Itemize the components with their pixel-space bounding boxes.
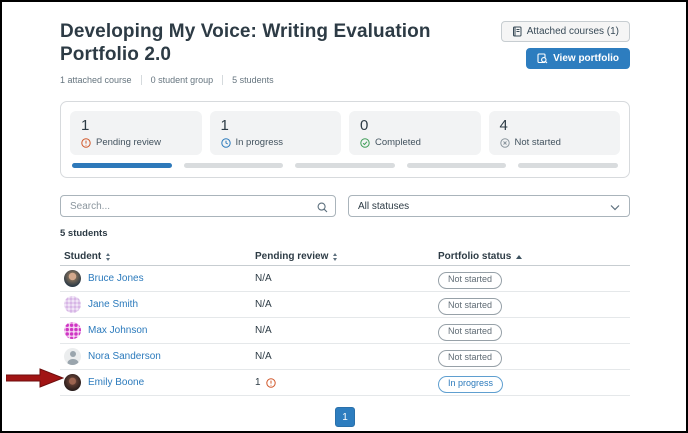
progress-segment [72,163,172,169]
journal-icon [512,26,522,37]
column-header-portfolio-status[interactable]: Portfolio status [438,251,630,262]
status-badge: Not started [438,272,503,289]
in-progress-label: In progress [235,137,284,149]
search-input[interactable] [60,195,336,218]
pending-review-cell: N/A [255,273,272,285]
status-badge: Not started [438,298,503,315]
status-filter-value: All statuses [358,200,410,212]
completed-count: 0 [360,117,369,135]
divider [222,75,224,86]
avatar [64,270,81,288]
in-progress-count: 1 [220,117,229,135]
alert-circle-icon [265,378,276,388]
table-row: Nora Sanderson N/A Not started [60,344,630,371]
check-circle-icon [360,138,370,148]
meta-students: 5 students [232,75,274,86]
stat-card-pending-review: 1 Pending review [70,111,202,156]
progress-segment [183,163,284,169]
progress-segment [295,163,395,169]
student-link[interactable]: Nora Sanderson [88,351,161,363]
status-badge: Not started [438,350,503,367]
student-link[interactable]: Bruce Jones [88,273,144,285]
students-table: Student Pending review Portfolio status … [60,248,630,397]
attached-courses-label: Attached courses (1) [526,26,619,37]
annotation-red-arrow [5,368,65,393]
column-header-pending-review[interactable]: Pending review [255,251,438,262]
status-badge: In progress [438,376,504,393]
student-link[interactable]: Jane Smith [88,299,139,311]
table-row: Max Johnson N/A Not started [60,318,630,345]
page-title: Developing My Voice: Writing Evaluation … [60,21,431,66]
pagination-page-1-button[interactable]: 1 [335,407,355,428]
pending-review-cell: N/A [255,325,272,337]
sort-asc-icon [516,255,522,259]
avatar [64,296,81,314]
attached-courses-button[interactable]: Attached courses (1) [500,21,630,42]
progress-segment [518,163,618,169]
avatar [64,348,81,366]
x-circle-icon [499,138,510,148]
view-portfolio-button[interactable]: View portfolio [526,48,630,69]
sort-icon [106,253,110,261]
search-icon [317,200,328,218]
status-filter-select[interactable]: All statuses [348,195,630,218]
alert-circle-icon [81,138,91,148]
stat-card-completed: 0 Completed [349,111,481,156]
student-link[interactable]: Max Johnson [88,325,148,337]
progress-segment [406,163,507,169]
status-progress-bar [70,163,620,169]
not-started-label: Not started [514,137,561,149]
portfolio-meta: 1 attached course 0 student group 5 stud… [60,75,470,86]
pending-review-cell: 1 [255,377,438,388]
completed-label: Completed [375,137,421,149]
chevron-down-icon [610,203,620,214]
meta-attached-course: 1 attached course [60,75,132,86]
pending-review-cell: N/A [255,299,272,311]
portfolio-search-icon [537,53,548,64]
divider [140,75,142,86]
meta-student-group: 0 student group [150,75,214,86]
status-badge: Not started [438,324,503,341]
stat-card-not-started: 4 Not started [488,111,620,156]
table-row: Bruce Jones N/A Not started [60,266,630,293]
pending-review-label: Pending review [96,137,161,149]
student-link[interactable]: Emily Boone [88,377,145,389]
table-row: Emily Boone 1 In progress [60,370,630,397]
pending-review-count: 1 [81,117,90,135]
page-header: Developing My Voice: Writing Evaluation … [60,20,630,86]
avatar [64,322,81,340]
clock-icon [220,138,231,148]
pending-review-cell: N/A [255,351,272,363]
sort-icon [333,253,337,261]
not-started-count: 4 [499,117,508,135]
column-header-student[interactable]: Student [60,251,255,262]
table-row: Jane Smith N/A Not started [60,292,630,319]
view-portfolio-label: View portfolio [553,53,619,64]
status-summary-panel: 1 Pending review 1 In progress [60,101,630,179]
stat-card-in-progress: 1 In progress [209,111,341,156]
avatar [64,374,81,392]
students-count: 5 students [60,228,108,240]
